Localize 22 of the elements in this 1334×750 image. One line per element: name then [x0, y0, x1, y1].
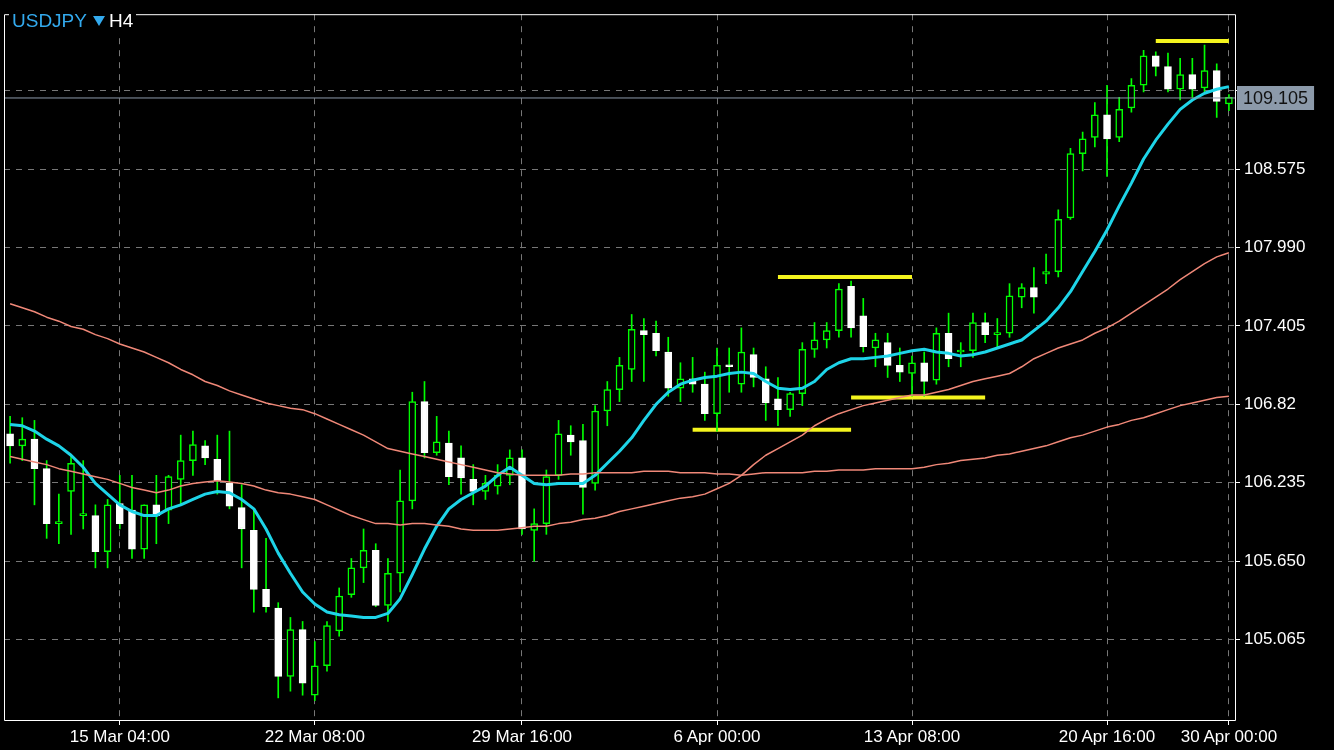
- y-tick-label: 105.650: [1244, 550, 1306, 570]
- y-tick-label: 107.405: [1244, 315, 1306, 335]
- x-tick-label: 15 Mar 04:00: [69, 726, 170, 746]
- y-tick-label: 106.235: [1244, 472, 1306, 492]
- candlestick: [262, 538, 270, 613]
- x-tick-label: 30 Apr 00:00: [1180, 726, 1278, 746]
- y-tick-label: 108.575: [1244, 158, 1306, 178]
- y-tick-label: 107.990: [1244, 237, 1306, 257]
- candlestick: [725, 347, 734, 393]
- chart-subtitle: H4: [108, 10, 134, 32]
- x-tick-label: 20 Apr 16:00: [1058, 726, 1156, 746]
- x-tick-label: 6 Apr 00:00: [673, 726, 761, 746]
- y-tick-label: 106.82: [1244, 393, 1296, 413]
- x-tick-label: 13 Apr 08:00: [863, 726, 961, 746]
- ref-line-label: 109.105: [1243, 87, 1309, 108]
- y-tick-label: 105.065: [1244, 629, 1306, 649]
- x-tick-label: 22 Mar 08:00: [264, 726, 365, 746]
- candlestick: [18, 417, 27, 461]
- x-tick-label: 29 Mar 16:00: [471, 726, 573, 746]
- chart-title: USDJPY: [12, 10, 87, 32]
- candlestick: [55, 493, 63, 545]
- candlestick: [566, 425, 575, 456]
